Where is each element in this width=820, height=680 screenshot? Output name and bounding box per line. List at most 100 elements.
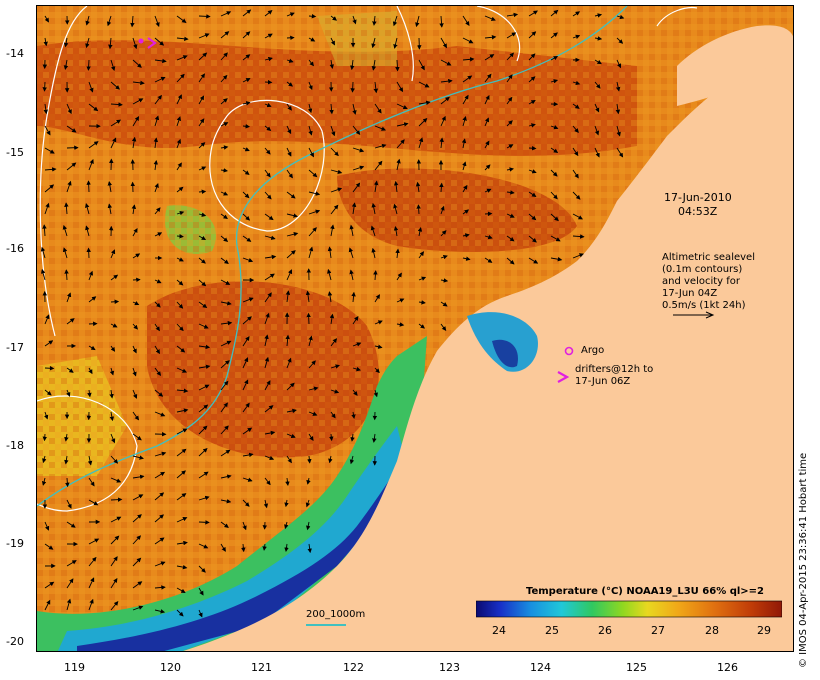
velocity-arrow: [306, 521, 311, 531]
velocity-arrow: [506, 120, 513, 127]
velocity-arrow: [88, 345, 96, 351]
velocity-arrow: [176, 257, 184, 262]
velocity-arrow: [66, 367, 74, 373]
velocity-arrow: [62, 247, 68, 259]
velocity-arrow: [264, 273, 275, 281]
velocity-arrow: [44, 543, 54, 550]
velocity-arrow: [306, 477, 311, 485]
velocity-arrow: [198, 565, 206, 573]
isobath-line: [37, 6, 628, 507]
velocity-arrow: [264, 56, 273, 62]
isobath-legend-line: [306, 624, 346, 626]
velocity-arrow: [550, 79, 559, 84]
velocity-arrow: [109, 367, 115, 376]
velocity-arrow: [329, 433, 334, 442]
velocity-arrow: [242, 499, 250, 507]
velocity-arrow: [286, 169, 293, 179]
velocity-arrow: [352, 315, 359, 325]
velocity-arrow: [374, 320, 383, 325]
lat-label: -16: [6, 242, 24, 255]
velocity-arrow: [440, 115, 446, 127]
velocity-arrow: [396, 158, 401, 171]
velocity-arrow: [107, 181, 113, 193]
velocity-arrow: [264, 191, 272, 200]
velocity-arrow: [198, 301, 208, 309]
velocity-arrow: [176, 210, 185, 216]
map-date: 17-Jun-2010: [664, 191, 732, 204]
altimetry-legend-line: 17-Jun 04Z: [662, 288, 718, 299]
velocity-arrow: [350, 59, 355, 71]
velocity-arrow: [176, 234, 184, 239]
velocity-arrow: [550, 9, 559, 17]
velocity-arrow: [373, 180, 379, 193]
velocity-arrow: [484, 94, 490, 105]
colorbar-tick: 25: [545, 624, 559, 637]
velocity-arrow: [262, 543, 267, 551]
velocity-arrow: [352, 125, 361, 136]
velocity-arrow: [572, 253, 584, 259]
velocity-arrow: [176, 367, 188, 373]
velocity-arrow: [198, 52, 208, 61]
velocity-arrow: [286, 269, 293, 281]
velocity-arrow: [176, 470, 186, 479]
velocity-arrow: [176, 55, 188, 61]
velocity-arrow: [330, 224, 335, 237]
velocity-arrow: [154, 115, 160, 127]
velocity-arrow: [484, 140, 490, 149]
velocity-arrow: [132, 345, 137, 354]
velocity-arrow: [107, 203, 113, 215]
velocity-arrow: [88, 141, 99, 149]
velocity-arrow: [550, 235, 561, 242]
lon-label: 126: [717, 661, 738, 674]
velocity-arrow: [64, 202, 69, 215]
velocity-arrow: [220, 74, 228, 83]
velocity-arrow: [528, 213, 537, 221]
velocity-arrow: [110, 477, 122, 483]
velocity-arrow: [264, 312, 270, 325]
velocity-arrow: [220, 52, 228, 61]
velocity-arrow: [264, 147, 271, 155]
velocity-arrow: [241, 543, 246, 553]
velocity-arrow: [396, 139, 405, 149]
velocity-arrow: [42, 433, 48, 442]
velocity-arrow: [393, 37, 398, 49]
velocity-arrow: [264, 405, 274, 413]
velocity-arrow: [328, 455, 333, 464]
velocity-arrow: [372, 15, 377, 26]
velocity-arrow: [64, 433, 69, 442]
velocity-arrow: [506, 235, 515, 242]
colorbar-tick: 29: [757, 624, 771, 637]
velocity-arrow: [66, 499, 72, 509]
velocity-arrow: [132, 367, 137, 377]
velocity-arrow: [154, 345, 160, 355]
velocity-arrow: [198, 279, 207, 287]
velocity-arrow: [308, 125, 313, 136]
velocity-arrow: [462, 116, 467, 127]
velocity-arrow: [594, 125, 600, 136]
velocity-arrow: [198, 587, 204, 596]
velocity-arrow: [506, 96, 513, 105]
velocity-arrow: [242, 191, 250, 199]
velocity-arrow: [154, 492, 165, 501]
velocity-arrow: [308, 191, 321, 196]
velocity-arrow: [154, 232, 163, 237]
velocity-arrow: [63, 37, 69, 48]
lon-label: 122: [343, 661, 364, 674]
velocity-arrow: [220, 279, 231, 285]
velocity-arrow: [85, 15, 90, 26]
velocity-arrow: [264, 235, 276, 240]
argo-label: Argo: [581, 345, 605, 356]
velocity-arrow: [462, 37, 474, 44]
velocity-arrow: [305, 290, 311, 303]
velocity-arrow: [132, 301, 140, 306]
velocity-arrow: [109, 389, 114, 399]
velocity-arrow: [176, 448, 187, 457]
velocity-arrow: [308, 147, 314, 158]
velocity-arrow: [154, 411, 166, 417]
velocity-arrow: [264, 380, 271, 391]
velocity-arrow: [462, 209, 470, 215]
velocity-arrow: [220, 168, 228, 173]
velocity-arrow: [264, 10, 273, 17]
velocity-arrow: [484, 15, 496, 21]
velocity-arrow: [132, 557, 142, 567]
